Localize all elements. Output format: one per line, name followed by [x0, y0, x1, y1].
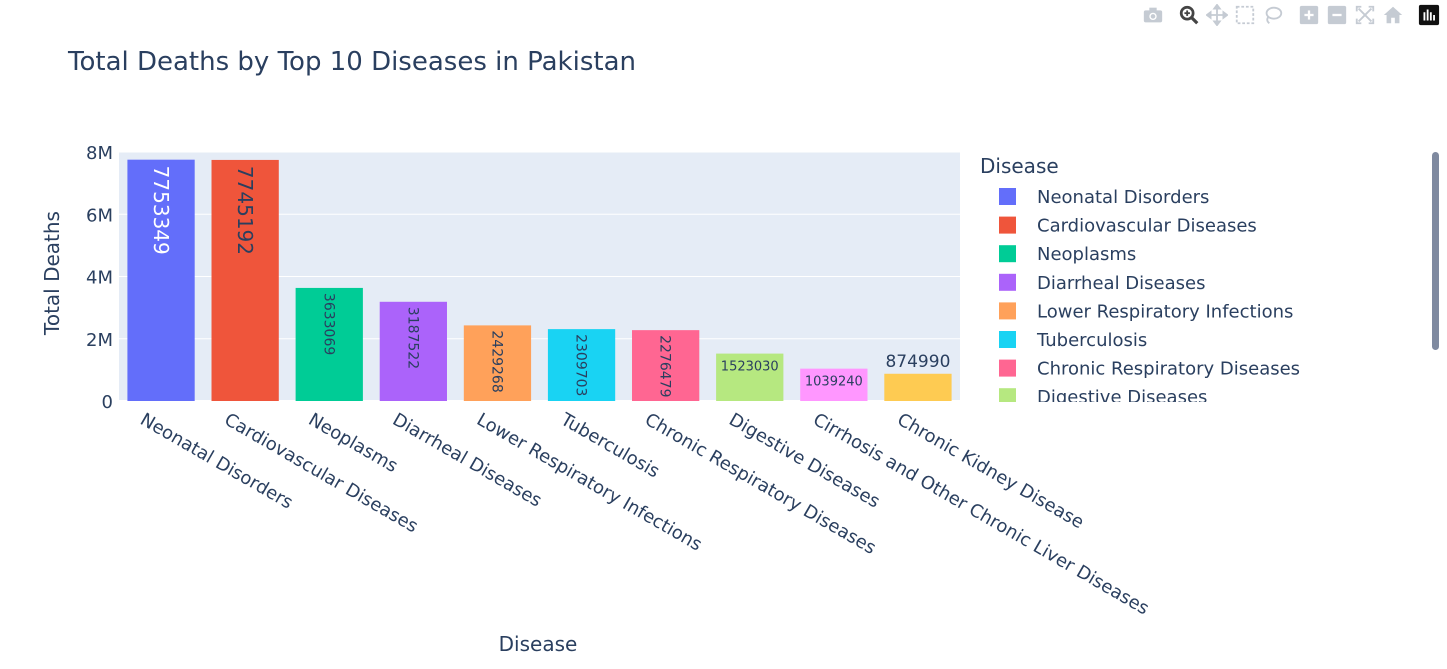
legend-label: Neoplasms [1037, 244, 1136, 265]
pan-icon[interactable] [1203, 3, 1231, 27]
bar-value-label: 7745192 [233, 166, 257, 255]
zoom-icon[interactable] [1175, 3, 1203, 27]
bars [127, 159, 952, 401]
box-select-icon[interactable] [1231, 3, 1259, 27]
legend-label: Chronic Respiratory Diseases [1037, 359, 1300, 380]
legend[interactable]: Disease Neonatal Disorders Cardiovascular… [980, 154, 1300, 408]
legend-item[interactable]: Digestive Diseases [999, 387, 1207, 408]
bar[interactable] [463, 325, 532, 401]
zoom-in-icon[interactable] [1295, 3, 1323, 27]
legend-item[interactable]: Cardiovascular Diseases [999, 216, 1257, 237]
y-tick-label: 6M [86, 205, 113, 226]
bar[interactable] [127, 159, 195, 401]
modebar [1139, 2, 1443, 28]
bar[interactable] [211, 159, 279, 401]
legend-swatch [999, 216, 1016, 234]
bar[interactable] [632, 330, 700, 401]
bar-value-label: 2276479 [657, 335, 673, 397]
y-axis-ticks: 0 2M 4M 6M 8M [86, 143, 113, 413]
legend-label: Tuberculosis [1036, 330, 1147, 351]
legend-label: Diarrheal Diseases [1037, 273, 1205, 294]
legend-label: Digestive Diseases [1037, 387, 1207, 408]
legend-label: Lower Respiratory Infections [1037, 301, 1293, 322]
y-tick-label: 2M [86, 330, 113, 351]
bar-value-label: 2309703 [573, 334, 589, 396]
legend-item[interactable]: Diarrheal Diseases [999, 273, 1205, 294]
y-tick-label: 4M [86, 268, 113, 289]
legend-swatch [999, 302, 1016, 320]
bar[interactable] [800, 368, 868, 401]
bar[interactable] [379, 301, 447, 401]
legend-swatch [999, 245, 1016, 263]
bar-value-label: 2429268 [488, 330, 504, 392]
plotly-logo-icon[interactable] [1415, 3, 1443, 27]
bar-value-label: 1039240 [805, 375, 863, 390]
lasso-icon[interactable] [1259, 3, 1287, 27]
y-tick-label: 0 [102, 392, 113, 413]
x-axis-title: Disease [499, 632, 578, 656]
x-tick-label: Neonatal Disorders [137, 409, 297, 513]
legend-item[interactable]: Lower Respiratory Infections [999, 301, 1293, 322]
reset-axes-icon[interactable] [1379, 3, 1407, 27]
bar-value-label: 1523030 [721, 360, 779, 375]
legend-item[interactable]: Tuberculosis [999, 330, 1147, 351]
legend-swatch [999, 331, 1016, 348]
bar[interactable] [295, 287, 363, 401]
bar-value-label: 3187522 [404, 307, 420, 369]
legend-label: Neonatal Disorders [1037, 187, 1209, 208]
legend-swatch [999, 188, 1016, 205]
legend-swatch [999, 359, 1016, 377]
autoscale-icon[interactable] [1351, 3, 1379, 27]
y-tick-label: 8M [86, 143, 113, 164]
chart-title: Total Deaths by Top 10 Diseases in Pakis… [67, 47, 636, 77]
bar-value-label: 7753349 [149, 166, 173, 255]
legend-swatch [999, 273, 1016, 291]
bar[interactable] [716, 353, 784, 401]
legend-item[interactable]: Neoplasms [999, 244, 1136, 265]
legend-scrollbar[interactable] [1432, 152, 1439, 350]
camera-icon[interactable] [1139, 3, 1167, 27]
legend-label: Cardiovascular Diseases [1037, 216, 1257, 237]
bar[interactable] [884, 373, 952, 401]
bar-value-label: 3633069 [320, 293, 336, 355]
x-tick-label: Diarrheal Diseases [389, 409, 545, 511]
bar[interactable] [547, 329, 616, 401]
bar-labels: 7753349 7745192 3633069 3187522 2429268 23097… [149, 166, 951, 398]
legend-item[interactable]: Neonatal Disorders [999, 187, 1209, 208]
x-tick-label: Cirrhosis and Other Chronic Liver Diseas… [809, 409, 1152, 619]
bar-value-label: 874990 [885, 352, 950, 372]
y-axis-title: Total Deaths [40, 211, 64, 336]
legend-item[interactable]: Chronic Respiratory Diseases [999, 359, 1300, 380]
legend-title: Disease [980, 154, 1059, 178]
zoom-out-icon[interactable] [1323, 3, 1351, 27]
legend-swatch [999, 388, 1016, 402]
